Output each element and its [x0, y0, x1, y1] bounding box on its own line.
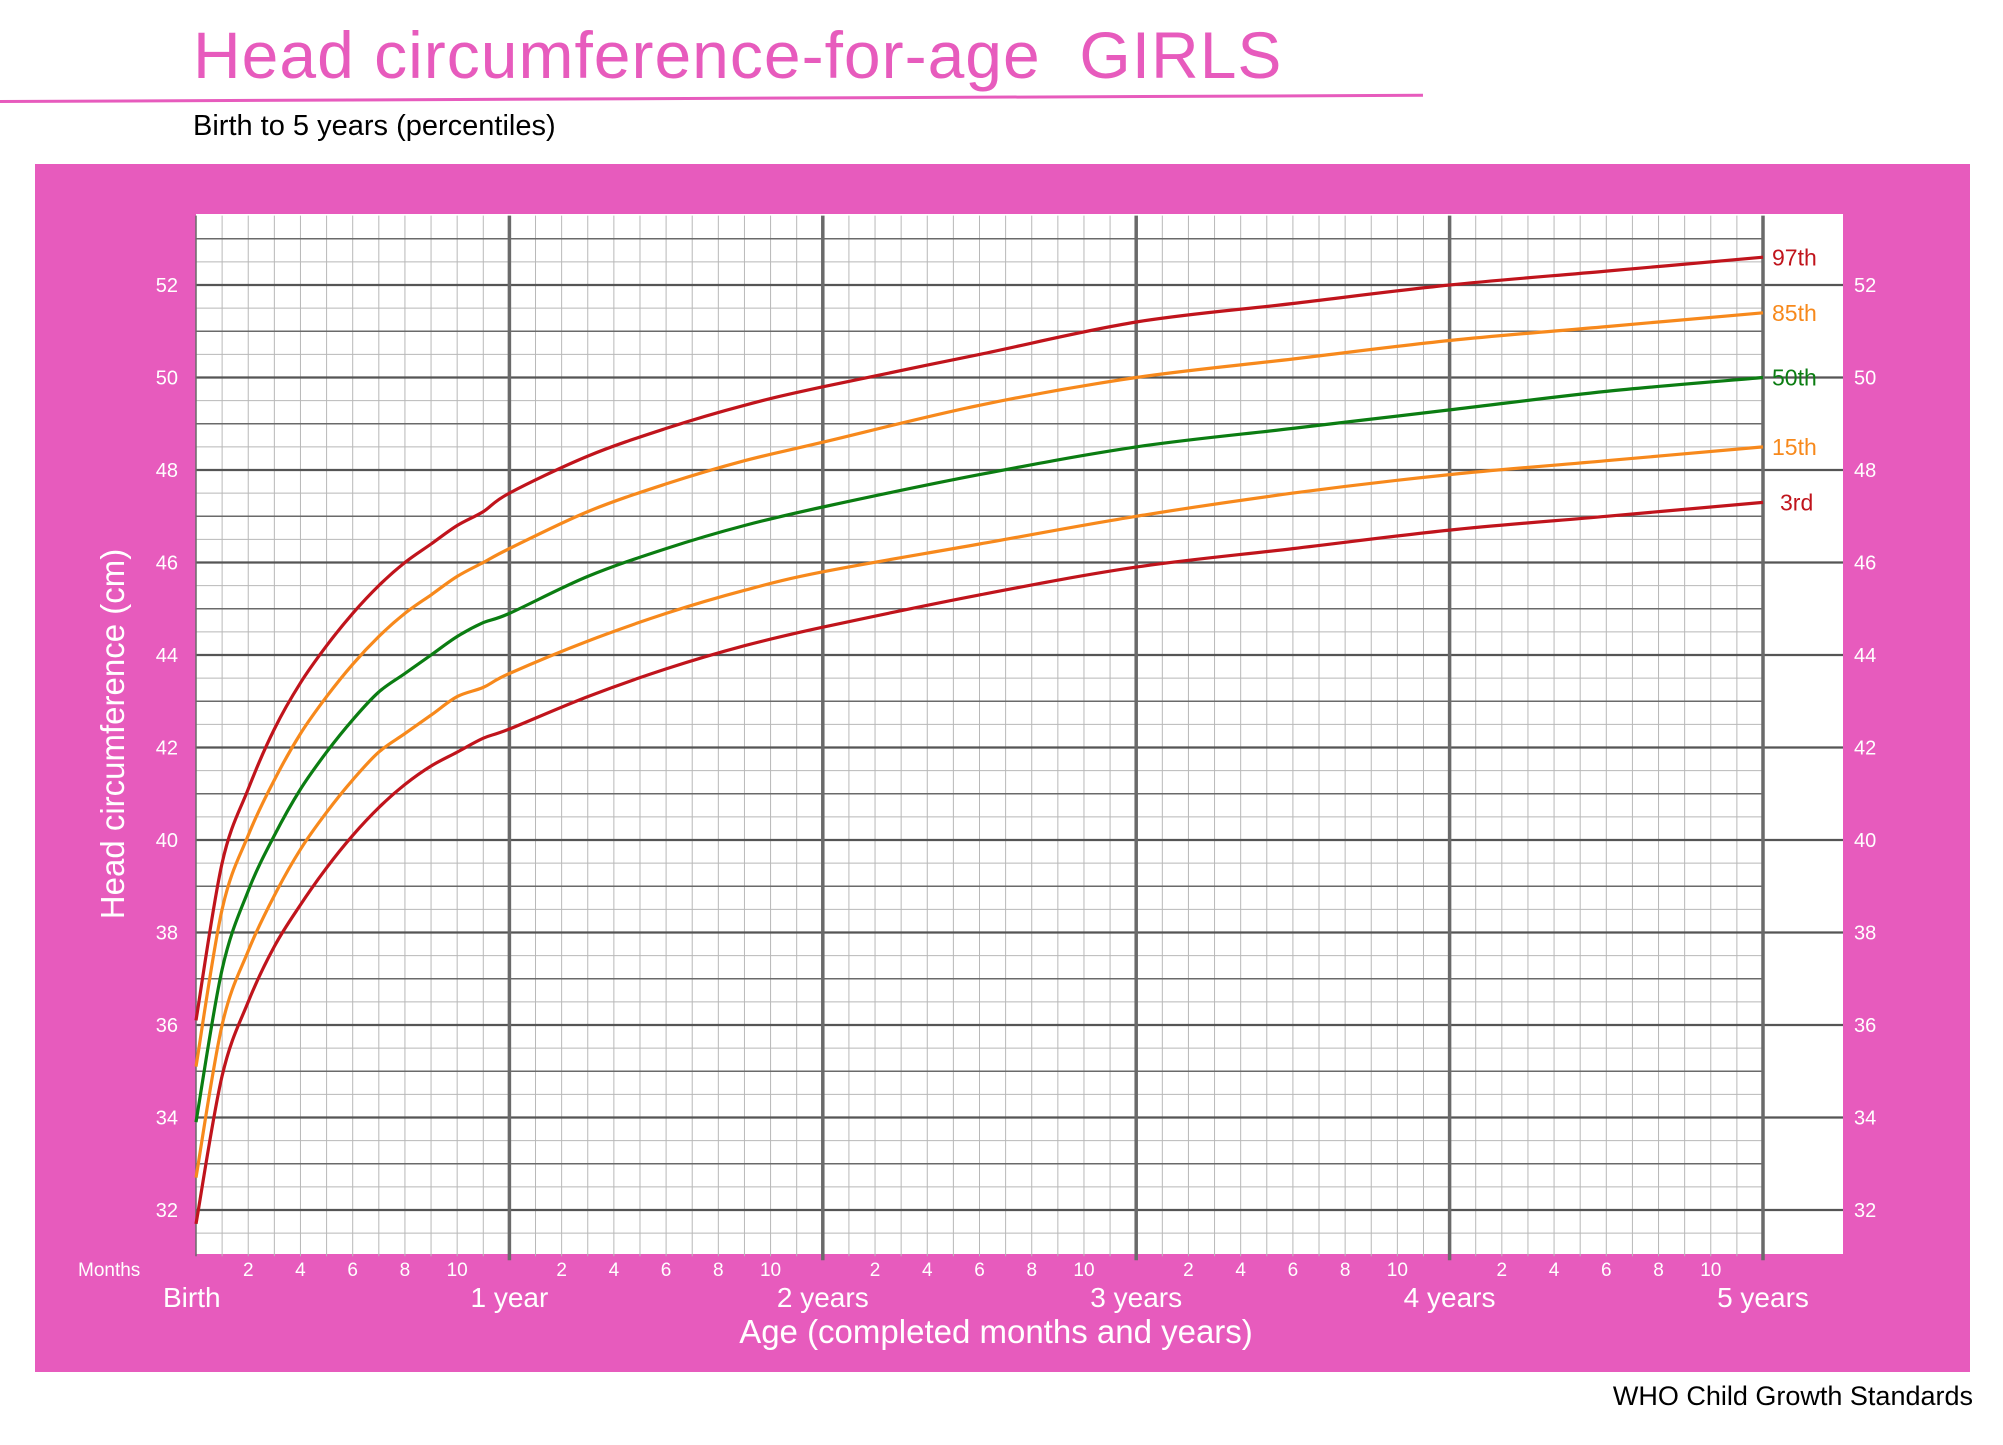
- source-credit: WHO Child Growth Standards: [1612, 1381, 1973, 1411]
- label-3rd: 3rd: [1780, 489, 1813, 515]
- month-tick-label: 2: [556, 1260, 567, 1281]
- month-tick-label: 8: [1026, 1260, 1037, 1281]
- month-tick-label: 6: [1288, 1260, 1299, 1281]
- major-grid: [195, 215, 1843, 1261]
- y-tick-label: 44: [1854, 645, 1876, 667]
- y-tick-label: 52: [1854, 275, 1876, 297]
- y-tick-label: 32: [156, 1200, 178, 1222]
- curve-97th: [194, 255, 1764, 1021]
- year-label: 2 years: [777, 1282, 869, 1313]
- month-tick-label: 2: [870, 1260, 881, 1281]
- month-tick-label: 4: [1235, 1260, 1246, 1281]
- month-tick-label: 8: [713, 1260, 724, 1281]
- month-tick-label: 8: [1653, 1260, 1664, 1281]
- month-tick-label: 10: [1700, 1260, 1721, 1281]
- percentile-curves: [194, 255, 1764, 1225]
- curve-15th: [194, 445, 1764, 1178]
- month-tick-label: 4: [609, 1260, 620, 1281]
- months-axis-unit: Months: [78, 1260, 140, 1281]
- y-tick-label: 46: [156, 553, 178, 575]
- month-tick-label: 4: [295, 1260, 306, 1281]
- year-label: 1 year: [470, 1282, 548, 1313]
- x-axis-years: Birth 1 year 2 years 3 years 4 years 5 years: [163, 1282, 1809, 1313]
- y-tick-label: 42: [156, 738, 178, 760]
- month-tick-label: 10: [760, 1260, 781, 1281]
- curve-3rd: [194, 500, 1764, 1225]
- y-tick-label: 34: [1854, 1108, 1876, 1130]
- month-tick-label: 10: [1073, 1260, 1094, 1281]
- y-tick-label: 32: [1854, 1200, 1876, 1222]
- curve-85th: [194, 311, 1764, 1067]
- minor-grid: [196, 215, 1763, 1257]
- month-tick-label: 6: [1601, 1260, 1612, 1281]
- y-tick-label: 36: [156, 1015, 178, 1037]
- label-97th: 97th: [1772, 244, 1817, 270]
- x-axis-months: 2 4 6 8 10 2 4 6 8 10 2 4 6 8 10 2 4 6 8 10 2 4 6 8 10: [243, 1260, 1721, 1281]
- y-tick-label: 40: [1854, 830, 1876, 852]
- year-label: Birth: [163, 1282, 221, 1313]
- page-subtitle: Birth to 5 years (percentiles): [193, 110, 556, 142]
- x-axis-title: Age (completed months and years): [739, 1313, 1253, 1350]
- y-tick-label: 50: [156, 368, 178, 390]
- year-label: 3 years: [1090, 1282, 1182, 1313]
- month-tick-label: 6: [347, 1260, 358, 1281]
- y-tick-label: 52: [156, 275, 178, 297]
- month-tick-label: 8: [400, 1260, 411, 1281]
- month-tick-label: 8: [1340, 1260, 1351, 1281]
- y-tick-label: 46: [1854, 553, 1876, 575]
- y-tick-label: 48: [156, 460, 178, 482]
- y-tick-label: 38: [1854, 923, 1876, 945]
- y-axis-left: 32 34 36 38 40 42 44 46 48 50 52: [156, 275, 178, 1222]
- month-tick-label: 4: [1549, 1260, 1560, 1281]
- y-tick-label: 48: [1854, 460, 1876, 482]
- label-15th: 15th: [1772, 434, 1817, 460]
- year-label: 5 years: [1717, 1282, 1809, 1313]
- plot-area: [196, 214, 1843, 1254]
- label-85th: 85th: [1772, 300, 1817, 326]
- y-tick-label: 42: [1854, 738, 1876, 760]
- month-tick-label: 2: [1183, 1260, 1194, 1281]
- month-tick-label: 6: [974, 1260, 985, 1281]
- y-tick-label: 38: [156, 923, 178, 945]
- year-label: 4 years: [1404, 1282, 1496, 1313]
- month-tick-label: 4: [922, 1260, 933, 1281]
- month-tick-label: 2: [243, 1260, 254, 1281]
- y-tick-label: 36: [1854, 1015, 1876, 1037]
- y-tick-label: 34: [156, 1108, 178, 1130]
- label-50th: 50th: [1772, 365, 1817, 391]
- y-axis-title: Head circumference (cm): [94, 549, 131, 919]
- y-tick-label: 40: [156, 830, 178, 852]
- month-tick-label: 10: [1387, 1260, 1408, 1281]
- page-title: Head circumference-for-age GIRLS: [193, 18, 1283, 92]
- percentile-labels: 97th 85th 50th 15th 3rd: [1772, 244, 1817, 515]
- curve-50th: [194, 375, 1764, 1123]
- month-tick-label: 6: [661, 1260, 672, 1281]
- month-tick-label: 10: [447, 1260, 468, 1281]
- y-tick-label: 50: [1854, 368, 1876, 390]
- y-axis-right: 32 34 36 38 40 42 44 46 48 50 52: [1854, 275, 1876, 1222]
- y-tick-label: 44: [156, 645, 178, 667]
- month-tick-label: 2: [1497, 1260, 1508, 1281]
